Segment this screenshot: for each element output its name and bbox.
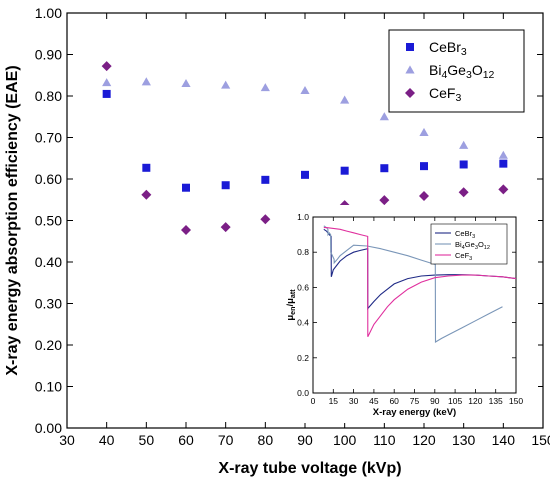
data-point	[221, 181, 230, 190]
data-point	[260, 214, 271, 225]
y-tick-label: 0.60	[35, 171, 62, 187]
inset-x-tick-label: 90	[430, 396, 440, 406]
data-point	[499, 159, 508, 168]
data-point	[102, 89, 111, 98]
data-point	[498, 150, 508, 159]
inset-y-axis-title: μen/μatt	[285, 289, 297, 321]
data-point	[419, 127, 429, 136]
x-tick-label: 90	[297, 432, 313, 448]
inset-x-tick-label: 0	[311, 396, 316, 406]
data-point	[300, 86, 310, 95]
inset-x-axis-title: X-ray energy (keV)	[373, 407, 456, 418]
legend-marker	[406, 43, 414, 51]
legend-label: Bi4Ge3O12	[429, 62, 495, 81]
data-point	[459, 140, 469, 149]
data-point	[182, 183, 190, 192]
inset-x-tick-label: 15	[329, 396, 339, 406]
inset-legend-label: Bi4Ge3O12	[455, 240, 490, 251]
data-point	[459, 160, 468, 169]
data-point	[340, 166, 349, 175]
data-point	[260, 83, 270, 92]
inset-chart: 0.0 0.2 0.4 0.6 0.8 1.0 0 15 30 45 60 75 90 105 120 135…	[276, 205, 538, 423]
x-tick-label: 30	[59, 432, 75, 448]
x-tick-label: 140	[492, 432, 516, 448]
x-tick-label: 60	[178, 432, 194, 448]
data-point	[141, 189, 152, 200]
y-tick-label: 0.90	[35, 47, 62, 63]
main-legend: CeBr3 Bi4Ge3O12 CeF3	[388, 29, 525, 113]
y-tick-label: 0.10	[35, 379, 62, 395]
x-tick-label: 150	[531, 432, 550, 448]
data-point	[101, 61, 112, 72]
x-tick-label: 50	[139, 432, 155, 448]
inset-legend-label: CeBr3	[455, 229, 475, 240]
main-chart: 0.000.100.200.300.400.500.600.700.800.90…	[4, 5, 550, 477]
inset-y-tick-label: 0.8	[297, 247, 309, 257]
legend-marker	[405, 88, 415, 98]
series-1	[102, 77, 508, 159]
data-point	[379, 195, 390, 206]
y-tick-label: 0.80	[35, 88, 62, 104]
inset-x-tick-label: 60	[389, 396, 399, 406]
data-point	[102, 78, 112, 87]
inset-x-tick-label: 30	[349, 396, 359, 406]
data-point	[261, 175, 270, 184]
legend-marker	[405, 65, 415, 74]
inset-y-tick-label: 0.0	[297, 388, 309, 398]
legend-label: CeBr3	[429, 39, 467, 58]
data-point	[420, 162, 428, 171]
x-tick-label: 120	[412, 432, 436, 448]
y-tick-label: 0.40	[35, 254, 62, 270]
inset-x-tick-label: 75	[410, 396, 420, 406]
inset-legend-label: CeF3	[455, 251, 472, 262]
inset-x-tick-label: 45	[369, 396, 379, 406]
data-point	[301, 170, 309, 179]
data-point	[220, 222, 231, 233]
data-point	[142, 163, 151, 172]
inset-x-tick-label: 135	[489, 396, 503, 406]
y-tick-label: 1.00	[35, 5, 62, 21]
x-tick-label: 70	[218, 432, 234, 448]
y-axis-title: X-ray energy absorption efficiency (EAE)	[4, 65, 21, 375]
legend-label: CeF3	[429, 85, 461, 104]
x-axis-title: X-ray tube voltage (kVp)	[218, 460, 401, 477]
inset-series-line-2	[323, 227, 517, 337]
x-tick-label: 40	[99, 432, 115, 448]
inset-y-tick-label: 0.6	[297, 282, 309, 292]
inset-y-tick-label: 0.2	[297, 353, 309, 363]
inset-series-line-1	[323, 225, 503, 343]
inset-x-tick-label: 120	[468, 396, 482, 406]
data-point	[221, 80, 231, 89]
x-tick-label: 80	[258, 432, 274, 448]
data-point	[419, 191, 429, 202]
y-tick-label: 0.00	[35, 420, 62, 436]
data-point	[498, 184, 509, 195]
data-point	[141, 77, 151, 86]
data-point	[181, 78, 191, 87]
x-tick-label: 130	[452, 432, 476, 448]
x-tick-label: 110	[373, 432, 396, 448]
x-tick-label: 100	[333, 432, 357, 448]
inset-y-tick-label: 1.0	[297, 212, 309, 222]
inset-x-tick-label: 105	[448, 396, 462, 406]
data-point	[181, 225, 191, 236]
data-point	[340, 95, 350, 104]
series-2	[101, 61, 509, 236]
y-tick-label: 0.30	[35, 296, 62, 312]
inset-x-tick-label: 150	[509, 396, 523, 406]
y-tick-label: 0.20	[35, 337, 62, 353]
data-point	[458, 187, 469, 198]
data-point	[380, 164, 389, 173]
data-point	[379, 112, 389, 121]
inset-y-tick-label: 0.4	[297, 318, 309, 328]
series-0	[102, 89, 508, 192]
y-tick-label: 0.70	[35, 130, 62, 146]
y-tick-label: 0.50	[35, 213, 62, 229]
